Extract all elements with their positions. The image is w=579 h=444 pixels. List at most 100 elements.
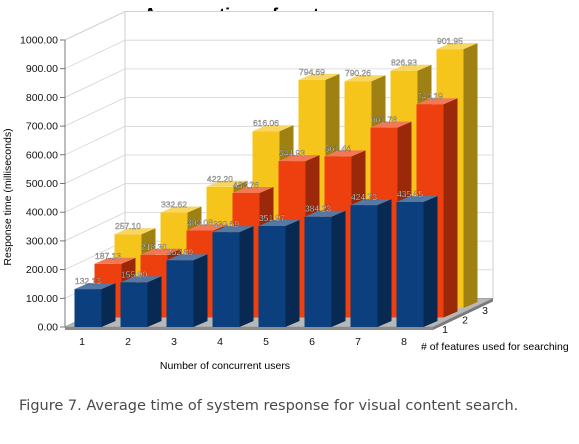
bar [258,220,300,327]
data-label: 332.62 [161,200,187,210]
data-label: 616.06 [253,118,279,128]
data-label: 232.89 [167,247,193,257]
data-label: 422.20 [207,174,233,184]
x-tick-label: 2 [125,336,131,348]
bar-front [396,201,424,327]
bar-side [377,199,392,327]
x-axis-label: Number of concurrent users [160,360,290,372]
y-axis-label: Response time (milliseconds) [2,128,14,265]
x-tick-label: 8 [401,336,407,348]
z-axis-label: # of features used for searching [421,341,569,353]
bar-top [140,248,182,255]
bar-top [74,283,116,290]
bar-side [463,43,478,308]
y-tick-label: 200.00 [26,264,58,276]
data-label: 661.78 [371,115,397,125]
y-tick-label: 400.00 [26,207,58,219]
bar [74,283,116,327]
bar-top [298,73,340,80]
bar-top [166,254,208,261]
data-label: 794.69 [299,67,325,77]
gridline [64,11,493,41]
data-label: 790.26 [345,68,371,78]
y-tick-label: 0.00 [38,322,59,334]
bar-front [304,216,332,327]
bar-chart-3d: Average time of system response Response… [2,5,569,372]
x-tick-label: 4 [217,336,223,348]
bar [120,276,162,327]
bar-side [239,226,254,327]
y-tick-label: 700.00 [26,121,58,133]
bar-top [114,228,156,235]
bar-top [258,220,300,226]
data-label: 218.30 [141,242,167,252]
depth-tick-label: 1 [442,324,448,336]
y-tick-label: 1000.00 [20,35,58,47]
data-label: 435.55 [397,189,423,199]
y-tick-label: 300.00 [26,235,58,247]
bar-front [74,289,102,327]
bar-side [285,220,300,327]
data-label: 303.08 [187,218,213,228]
bar-top [436,43,478,50]
data-label: 351.97 [259,213,285,223]
bar-side [101,283,116,327]
bar-top [252,125,294,132]
depth-tick-label: 2 [462,315,468,327]
bar-top [232,187,274,193]
bar [166,254,208,327]
x-tick-label: 7 [355,336,361,348]
data-label: 257.10 [115,221,141,231]
bar-top [278,155,320,162]
data-label: 132.13 [75,276,101,286]
bar-front [212,232,240,327]
y-tick-label: 800.00 [26,92,58,104]
data-label: 330.69 [213,219,239,229]
bar-top [304,210,346,217]
bar-front [166,260,194,327]
data-label: 187.13 [95,251,121,261]
bar [350,199,392,327]
bar-top [416,98,458,105]
floor-front-edge [65,327,433,330]
data-label: 424.73 [351,192,377,202]
bar-top [120,276,162,283]
bar-top [212,226,254,233]
bar-top [324,150,366,157]
x-tick-label: 1 [79,336,85,348]
bar-side [331,210,346,327]
x-tick-label: 6 [309,336,315,348]
data-label: 155.90 [121,269,147,279]
bar-top [350,199,392,206]
y-tick-label: 600.00 [26,149,58,161]
bar-top [396,196,438,202]
bar-side [147,276,162,327]
bar-front [258,225,286,327]
bar-side [193,254,208,327]
data-label: 901.95 [437,36,463,46]
bar-front [120,282,148,327]
depth-tick-label: 3 [482,305,488,317]
bar-top [390,64,432,71]
bar-top [94,257,136,264]
data-label: 384.23 [305,204,331,214]
y-tick-label: 100.00 [26,293,58,305]
gridline [64,68,493,98]
bar-side [443,98,458,318]
gridline [64,39,493,70]
y-tick-label: 500.00 [26,178,58,190]
y-tick-label: 900.00 [26,63,58,75]
data-label: 743.19 [417,91,443,101]
bar-top [160,206,202,213]
x-tick-label: 5 [263,336,269,348]
bar-top [186,224,228,231]
bar-top [206,180,248,187]
bar [396,196,438,327]
data-label: 561.44 [325,143,351,153]
bar-top [370,121,412,128]
bar [304,210,346,327]
data-label: 544.93 [279,148,305,158]
x-tick-label: 3 [171,336,177,348]
data-label: 826.93 [391,58,417,68]
bar-front [350,205,378,327]
